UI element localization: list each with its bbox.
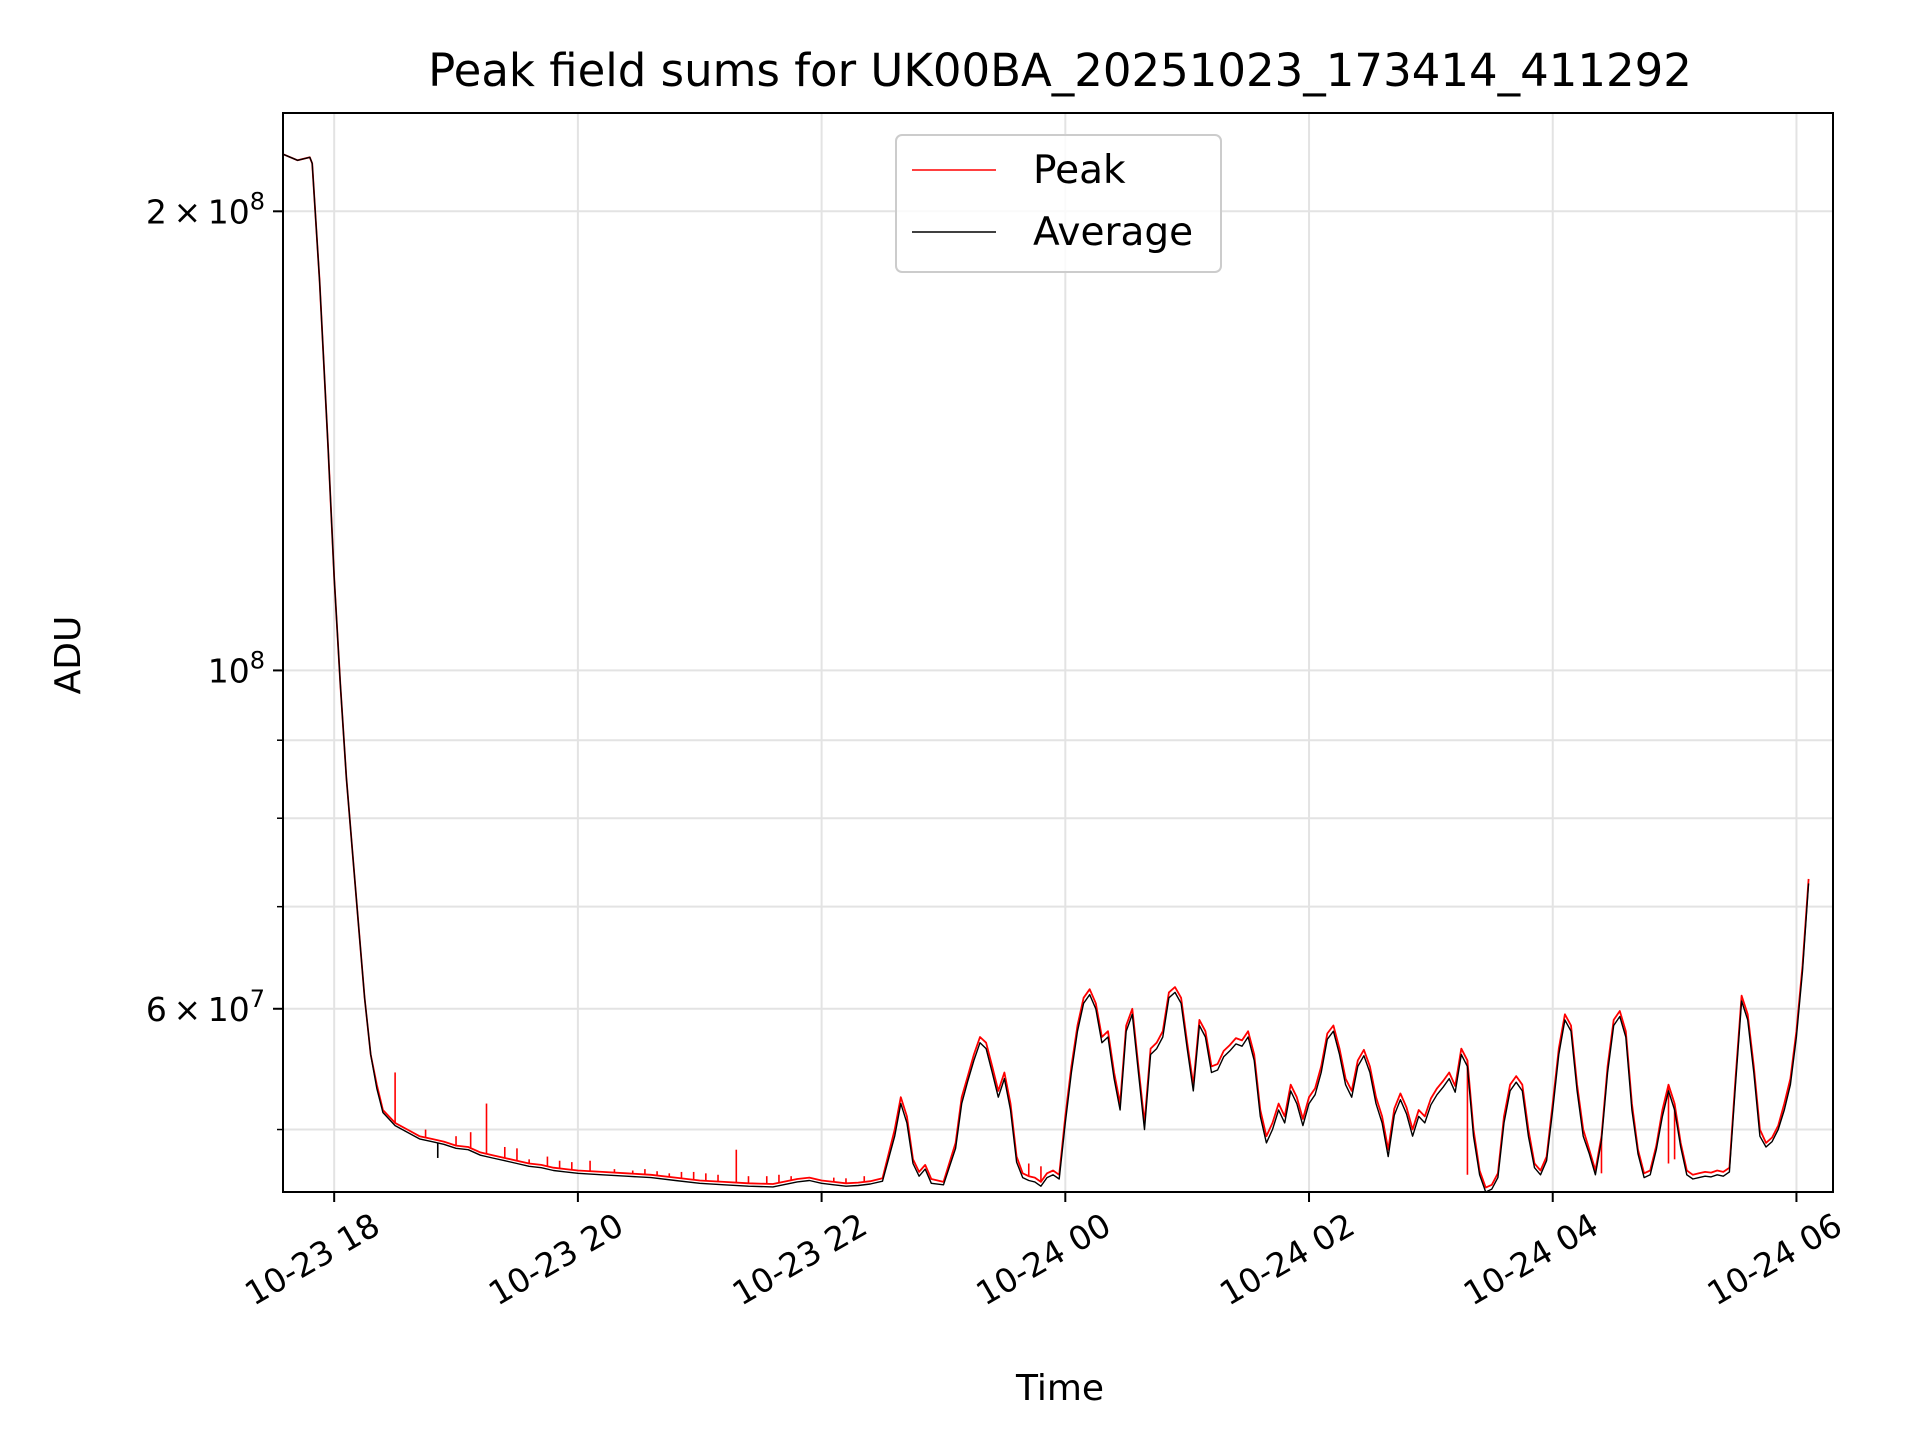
y-tick-label: 6 × 107 bbox=[146, 985, 265, 1029]
x-axis-label: Time bbox=[1015, 1368, 1104, 1409]
legend-label-peak: Peak bbox=[1033, 148, 1126, 193]
y-tick-label: 108 bbox=[208, 646, 265, 690]
y-tick-label: 2 × 108 bbox=[146, 187, 265, 231]
y-axis-label: ADU bbox=[48, 616, 89, 695]
series-line-average bbox=[283, 153, 1810, 1192]
series-line-peak bbox=[283, 153, 1810, 1189]
plot-frame bbox=[282, 112, 1834, 1193]
series-layer bbox=[283, 153, 1810, 1192]
legend: Peak Average bbox=[895, 134, 1222, 273]
legend-label-average: Average bbox=[1033, 210, 1193, 255]
series-average bbox=[283, 153, 1810, 1192]
series-peak bbox=[283, 153, 1810, 1189]
chart-title: Peak field sums for UK00BA_20251023_1734… bbox=[428, 44, 1692, 97]
